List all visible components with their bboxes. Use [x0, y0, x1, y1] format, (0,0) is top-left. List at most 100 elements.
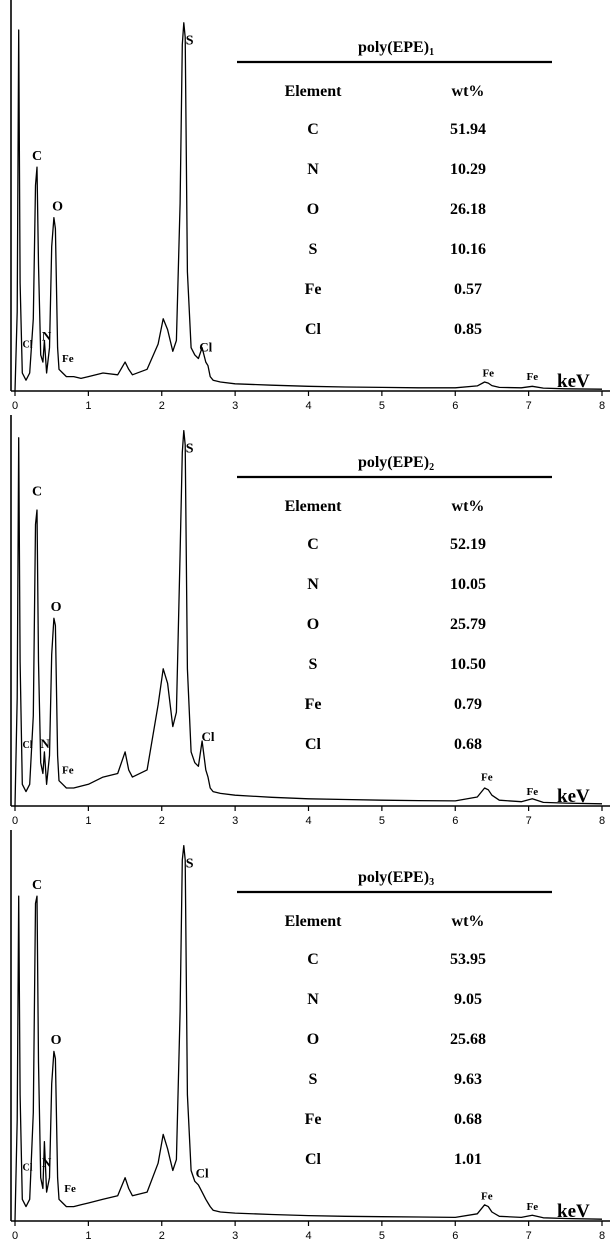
table-title: poly(EPE)1 [358, 39, 434, 58]
peak-label: Cl [196, 1166, 209, 1181]
x-unit-label: keV [557, 1201, 590, 1222]
table-element-cell: O [307, 201, 319, 218]
spectrum-series [14, 844, 603, 1222]
peak-label: S [186, 441, 194, 456]
spectrum-series [14, 429, 603, 807]
x-tick-label: 2 [159, 400, 165, 412]
table-title-subscript: 2 [429, 462, 434, 473]
peak-label: C [32, 149, 42, 164]
peak-label: Fe [481, 772, 493, 784]
peak-label: C [32, 878, 42, 893]
peak-label: Cl [22, 340, 32, 351]
x-tick-label: 1 [85, 1230, 91, 1242]
table-element-cell: C [307, 536, 319, 553]
table-title: poly(EPE)3 [358, 869, 434, 888]
table-wt-cell: 1.01 [454, 1151, 482, 1168]
table-element-cell: C [307, 121, 319, 138]
table-wt-cell: 25.68 [450, 1031, 486, 1048]
peak-label: Cl [201, 729, 214, 744]
x-tick-label: 7 [526, 1230, 532, 1242]
x-tick-label: 4 [305, 400, 311, 412]
table-column-header: Element [285, 498, 343, 515]
x-tick-label: 2 [159, 815, 165, 827]
table-element-cell: Fe [305, 281, 322, 298]
table-wt-cell: 9.05 [454, 991, 482, 1008]
x-unit-label: keV [557, 371, 590, 392]
table-column-header: Element [285, 913, 343, 930]
table-wt-cell: 0.85 [454, 321, 482, 338]
table-element-cell: N [307, 991, 319, 1008]
x-tick-label: 0 [12, 1230, 18, 1242]
table-title-main: poly(EPE) [358, 39, 429, 56]
x-tick-label: 8 [599, 400, 605, 412]
table-title-subscript: 3 [429, 877, 434, 888]
x-tick-label: 7 [526, 815, 532, 827]
x-tick-label: 3 [232, 815, 238, 827]
table-wt-cell: 0.57 [454, 281, 482, 298]
peak-label: Fe [64, 1183, 76, 1195]
table-wt-cell: 10.16 [450, 241, 486, 258]
peak-label: Fe [526, 1201, 538, 1213]
table-column-header: wt% [452, 83, 485, 100]
peak-label: Fe [62, 353, 74, 365]
x-tick-label: 4 [305, 1230, 311, 1242]
x-tick-label: 3 [232, 1230, 238, 1242]
table-wt-cell: 10.05 [450, 576, 486, 593]
table-title: poly(EPE)2 [358, 454, 434, 473]
table-title-subscript: 1 [429, 47, 434, 58]
x-tick-label: 5 [379, 400, 385, 412]
table-element-cell: Cl [305, 736, 322, 753]
x-tick-label: 4 [305, 815, 311, 827]
x-tick-label: 6 [452, 400, 458, 412]
x-tick-label: 5 [379, 815, 385, 827]
peak-label: Cl [22, 1162, 32, 1173]
peak-label: S [186, 856, 194, 871]
x-tick-label: 2 [159, 1230, 165, 1242]
x-tick-label: 6 [452, 815, 458, 827]
table-element-cell: Cl [305, 1151, 322, 1168]
x-tick-label: 0 [12, 815, 18, 827]
table-element-cell: N [307, 161, 319, 178]
peak-label: Fe [482, 368, 494, 380]
table-element-cell: S [309, 241, 318, 258]
table-wt-cell: 10.29 [450, 161, 486, 178]
spectrum-series [14, 22, 603, 392]
table-element-cell: Fe [305, 1111, 322, 1128]
table-column-header: wt% [452, 913, 485, 930]
x-tick-label: 8 [599, 815, 605, 827]
x-tick-label: 7 [526, 400, 532, 412]
table-column-header: wt% [452, 498, 485, 515]
peak-label: Fe [526, 786, 538, 798]
table-element-cell: Cl [305, 321, 322, 338]
table-element-cell: S [309, 1071, 318, 1088]
table-column-header: Element [285, 83, 343, 100]
table-title-main: poly(EPE) [358, 454, 429, 471]
peak-label: O [51, 600, 62, 615]
x-tick-label: 8 [599, 1230, 605, 1242]
table-wt-cell: 26.18 [450, 201, 486, 218]
table-wt-cell: 25.79 [450, 616, 486, 633]
x-tick-label: 3 [232, 400, 238, 412]
x-tick-label: 1 [85, 400, 91, 412]
x-tick-label: 5 [379, 1230, 385, 1242]
table-wt-cell: 10.50 [450, 656, 486, 673]
peak-label: O [52, 200, 63, 215]
table-wt-cell: 52.19 [450, 536, 486, 553]
peak-label: N [42, 328, 52, 343]
peak-label: Fe [526, 371, 538, 383]
peak-label: Fe [481, 1190, 493, 1202]
peak-label: N [40, 736, 50, 751]
table-wt-cell: 9.63 [454, 1071, 482, 1088]
table-element-cell: O [307, 1031, 319, 1048]
x-tick-label: 1 [85, 815, 91, 827]
table-element-cell: Fe [305, 696, 322, 713]
peak-label: Fe [62, 765, 74, 777]
table-wt-cell: 0.79 [454, 696, 482, 713]
peak-label: O [51, 1033, 62, 1048]
table-wt-cell: 0.68 [454, 1111, 482, 1128]
peak-label: S [186, 33, 194, 48]
